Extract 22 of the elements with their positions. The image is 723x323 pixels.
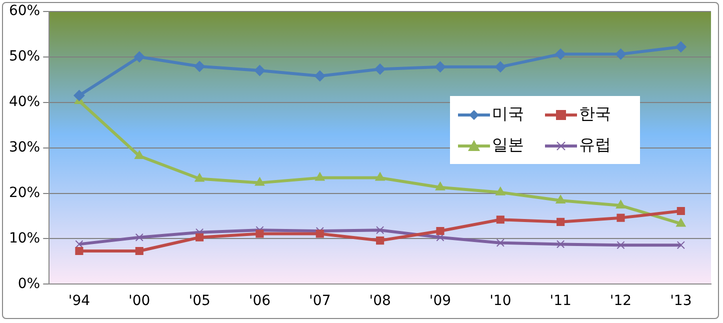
x-tick-label: '10 [490, 293, 512, 310]
x-tick-label: '94 [68, 293, 90, 310]
legend-label: 미국 [492, 104, 524, 125]
x-tick-label: '07 [309, 293, 331, 310]
x-tick-label: '11 [550, 293, 572, 310]
x-tick-label: '05 [188, 293, 210, 310]
legend-label: 한국 [579, 104, 611, 125]
y-tick-label: 20% [8, 184, 40, 201]
x-tick-label: '08 [369, 293, 391, 310]
y-tick-label: 60% [8, 3, 40, 20]
x-tick-label: '12 [610, 293, 632, 310]
x-tick-label: '13 [670, 293, 692, 310]
y-tick-label: 30% [8, 139, 40, 156]
x-tick-label: '00 [128, 293, 150, 310]
y-tick-label: 40% [8, 94, 40, 110]
y-tick-label: 10% [8, 230, 40, 246]
x-tick-label: '06 [248, 293, 271, 310]
y-tick-label: 0% [18, 276, 40, 292]
legend-label: 유럽 [579, 135, 611, 156]
y-tick-label: 50% [8, 48, 40, 65]
x-tick-label: '09 [429, 293, 452, 310]
legend-label: 일본 [492, 135, 524, 156]
